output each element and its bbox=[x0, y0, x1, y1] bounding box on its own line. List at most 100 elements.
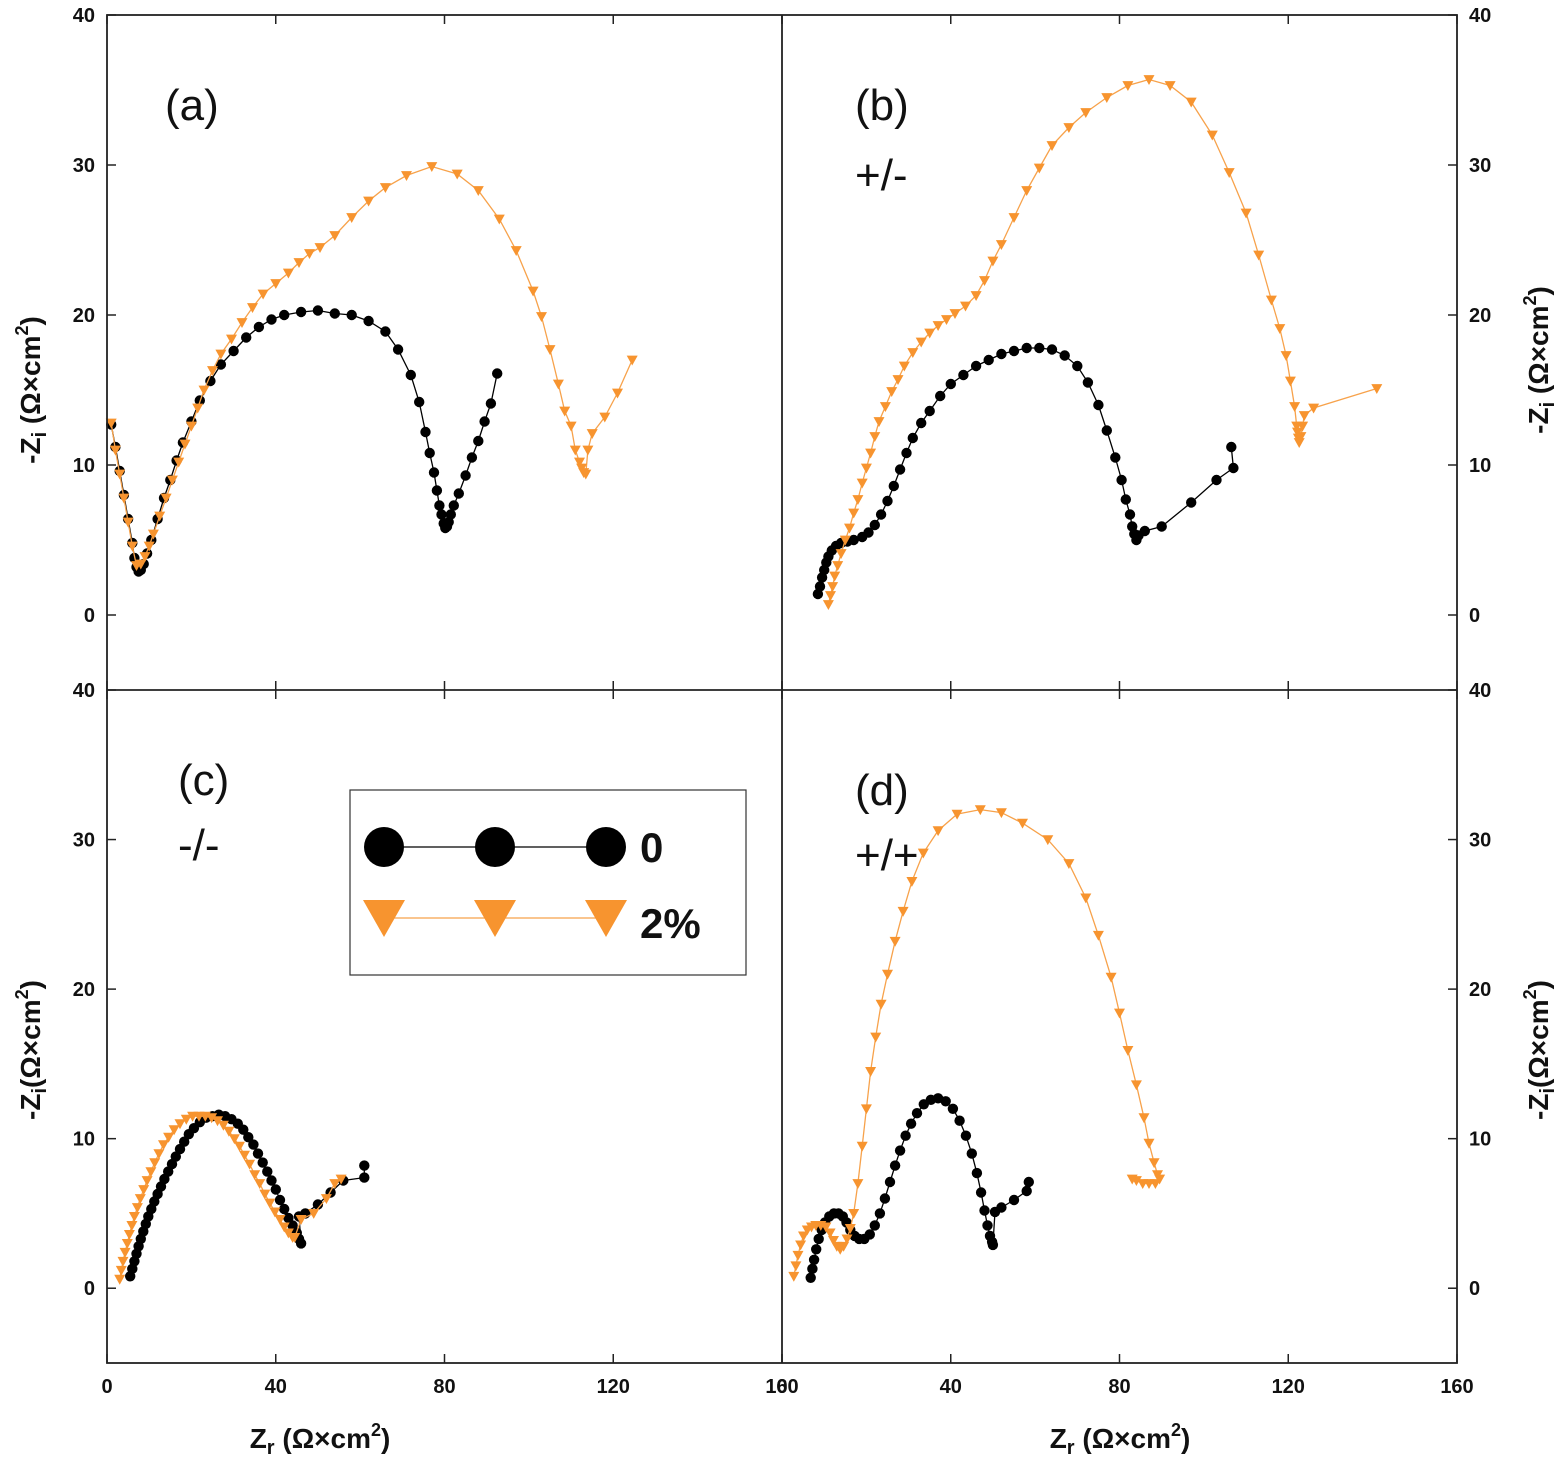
point-c-2pct-42 bbox=[308, 1209, 320, 1219]
point-d-2pct-18 bbox=[852, 1179, 864, 1189]
point-c-0-45 bbox=[312, 1199, 324, 1210]
point-b-2pct-35 bbox=[1080, 108, 1092, 118]
point-b-0-32 bbox=[1059, 350, 1070, 361]
point-b-0-14 bbox=[875, 509, 887, 520]
point-a-2pct-15 bbox=[179, 439, 191, 450]
point-b-2pct-36 bbox=[1101, 93, 1113, 103]
point-a-2pct-11 bbox=[154, 511, 166, 522]
point-b-2pct-3 bbox=[829, 571, 841, 582]
point-b-2pct-13 bbox=[869, 432, 881, 442]
point-a-2pct-34 bbox=[401, 171, 412, 181]
point-d-0-3 bbox=[811, 1244, 822, 1255]
point-d-0-29 bbox=[940, 1096, 951, 1107]
point-a-2pct-2 bbox=[114, 469, 126, 480]
point-a-0-28 bbox=[312, 305, 324, 316]
point-b-2pct-39 bbox=[1164, 81, 1176, 91]
point-b-2pct-31 bbox=[1021, 186, 1033, 196]
point-b-0-45 bbox=[1139, 525, 1151, 537]
point-a-0-51 bbox=[473, 435, 484, 447]
point-a-2pct-50 bbox=[580, 469, 592, 480]
point-b-2pct-9 bbox=[852, 495, 864, 505]
point-d-2pct-37 bbox=[1092, 930, 1104, 941]
point-d-0-24 bbox=[905, 1118, 917, 1129]
point-b-0-46 bbox=[1156, 521, 1167, 532]
point-d-2pct-30 bbox=[951, 809, 963, 820]
series-a-0 bbox=[106, 305, 503, 577]
ytick-label-a-40: 40 bbox=[73, 5, 95, 27]
point-b-2pct-48 bbox=[1284, 376, 1296, 387]
point-a-0-20 bbox=[205, 375, 216, 387]
point-d-2pct-39 bbox=[1114, 1008, 1125, 1019]
point-b-2pct-30 bbox=[1008, 213, 1020, 223]
point-d-0-32 bbox=[960, 1130, 972, 1141]
point-b-0-38 bbox=[1116, 474, 1127, 486]
series-line-a-0 bbox=[110, 309, 498, 573]
point-d-2pct-43 bbox=[1143, 1138, 1155, 1149]
point-d-2pct-23 bbox=[875, 999, 887, 1010]
point-c-2pct-13 bbox=[149, 1158, 161, 1169]
point-b-0-50 bbox=[1226, 441, 1237, 453]
panel-condition-c: -/- bbox=[178, 821, 220, 870]
point-b-0-39 bbox=[1120, 494, 1132, 505]
point-b-0-20 bbox=[916, 417, 927, 429]
point-b-2pct-45 bbox=[1265, 295, 1277, 306]
point-a-2pct-43 bbox=[552, 379, 564, 390]
point-b-0-24 bbox=[958, 369, 969, 381]
point-d-2pct-36 bbox=[1080, 893, 1092, 904]
point-b-2pct-32 bbox=[1033, 163, 1045, 174]
xtick-label-d-80: 80 bbox=[1108, 1376, 1130, 1398]
point-b-2pct-22 bbox=[932, 321, 944, 331]
point-a-2pct-8 bbox=[139, 552, 151, 562]
point-c-2pct-24 bbox=[212, 1116, 223, 1127]
ytick-label-d-20: 20 bbox=[1469, 979, 1491, 1001]
point-c-2pct-44 bbox=[329, 1179, 341, 1189]
point-a-2pct-17 bbox=[192, 403, 204, 414]
point-b-2pct-40 bbox=[1185, 97, 1197, 108]
point-a-2pct-29 bbox=[314, 243, 326, 253]
point-b-0-27 bbox=[996, 348, 1007, 360]
point-a-0-46 bbox=[445, 509, 456, 520]
point-a-2pct-1 bbox=[109, 445, 121, 456]
point-a-2pct-46 bbox=[569, 445, 581, 456]
point-c-2pct-41 bbox=[295, 1215, 307, 1225]
point-b-2pct-58 bbox=[1371, 384, 1383, 394]
legend-marker-0-a bbox=[364, 827, 404, 867]
point-d-2pct-3 bbox=[795, 1240, 807, 1251]
series-line-b-0 bbox=[817, 347, 1235, 595]
series-b-0 bbox=[812, 342, 1239, 600]
series-c-2pct bbox=[114, 1111, 347, 1285]
point-c-2pct-18 bbox=[174, 1119, 186, 1130]
point-a-0-24 bbox=[253, 321, 265, 333]
point-a-2pct-5 bbox=[126, 541, 138, 552]
x-axis-title-left: Zr (Ω×cm2) bbox=[250, 1420, 391, 1459]
point-c-2pct-2 bbox=[117, 1256, 129, 1267]
point-a-2pct-31 bbox=[346, 213, 358, 223]
point-c-2pct-1 bbox=[115, 1265, 127, 1276]
point-a-0-34 bbox=[405, 369, 416, 381]
point-a-0-22 bbox=[228, 345, 239, 357]
point-d-0-19 bbox=[879, 1193, 891, 1204]
point-d-2pct-41 bbox=[1130, 1080, 1142, 1091]
point-c-0-36 bbox=[274, 1194, 286, 1206]
point-d-0-40 bbox=[987, 1239, 999, 1251]
point-c-2pct-29 bbox=[239, 1150, 250, 1161]
point-d-2pct-35 bbox=[1063, 859, 1075, 869]
point-c-2pct-19 bbox=[180, 1114, 192, 1125]
series-c-0 bbox=[125, 1109, 370, 1282]
legend-box bbox=[349, 789, 747, 976]
panel-label-d: (d) bbox=[855, 766, 909, 815]
point-c-2pct-35 bbox=[269, 1207, 281, 1218]
point-c-2pct-14 bbox=[153, 1149, 165, 1160]
point-c-2pct-30 bbox=[244, 1159, 256, 1170]
ytick-label-d-30: 30 bbox=[1469, 830, 1491, 852]
point-c-2pct-27 bbox=[228, 1134, 240, 1145]
series-line-d-2pct bbox=[793, 808, 1161, 1277]
panel-condition-d: +/+ bbox=[855, 831, 919, 880]
point-b-0-12 bbox=[863, 527, 874, 538]
ytick-label-c-40: 40 bbox=[73, 680, 95, 702]
point-d-0-18 bbox=[874, 1208, 886, 1219]
point-b-2pct-26 bbox=[970, 291, 982, 301]
x-axis-title-right: Zr (Ω×cm2) bbox=[1050, 1420, 1191, 1459]
legend-label-2pct: 2% bbox=[640, 900, 701, 947]
point-a-2pct-53 bbox=[599, 412, 611, 423]
